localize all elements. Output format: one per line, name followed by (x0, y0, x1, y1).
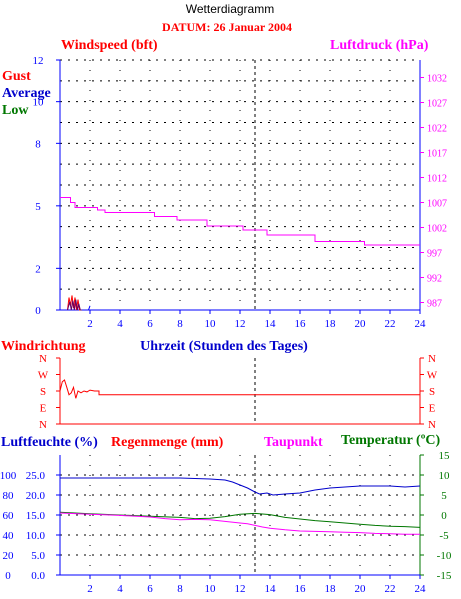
x-tick-label: 22 (385, 583, 396, 595)
y-left-tick-label: 0 (35, 305, 41, 317)
wd-tick-label-right: S (429, 386, 435, 398)
windspeed-label: Windspeed (bft) (61, 38, 158, 53)
y-right-tick-label: 997 (427, 249, 442, 260)
temp-tick-label: -10 (437, 550, 452, 562)
x-tick-label: 12 (235, 318, 246, 330)
x-tick-label: 20 (355, 583, 367, 595)
y-right-tick-label: 1017 (427, 149, 447, 160)
rain-tick-label: 25.0 (26, 470, 46, 482)
pressure-label: Luftdruck (hPa) (330, 38, 429, 53)
x-tick-label: 6 (147, 583, 153, 595)
x-tick-label: 8 (177, 583, 183, 595)
temp-tick-label: -15 (437, 570, 452, 582)
time-axis-label: Uhrzeit (Stunden des Tages) (140, 339, 308, 354)
temperature-label: Temperatur (ºC) (341, 433, 440, 448)
chart-date: DATUM: 26 Januar 2004 (162, 20, 292, 34)
humidity-tick-label: 80 (3, 490, 15, 502)
y-left-tick-label: 10 (33, 97, 45, 109)
x-tick-label: 2 (87, 583, 93, 595)
wd-tick-label-right: N (428, 353, 436, 365)
x-tick-label: 24 (415, 318, 427, 330)
wind-direction-panel: N NW WS SE EN N (38, 353, 438, 431)
rain-tick-label: 10.0 (26, 530, 46, 542)
dewpoint-label: Taupunkt (264, 435, 323, 450)
y-left-tick-label: 8 (35, 138, 41, 150)
wd-tick-label-left: N (39, 353, 47, 365)
y-right-tick-label: 1032 (427, 74, 447, 85)
y-right-tick-label: 1007 (427, 199, 447, 210)
wind-direction-label: Windrichtung (1, 339, 86, 354)
chart-title: Wetterdiagramm (186, 2, 274, 16)
y-left-tick-label: 2 (35, 263, 41, 275)
legend-average: Average (2, 86, 51, 101)
temp-tick-label: -5 (439, 530, 449, 542)
x-tick-label: 22 (385, 318, 396, 330)
rain-tick-label: 20.0 (26, 490, 46, 502)
humidity-tick-label: 20 (3, 550, 15, 562)
series-luftfeuchte- (60, 477, 421, 496)
x-tick-label: 14 (265, 583, 277, 595)
x-tick-label: 12 (235, 583, 246, 595)
x-tick-label: 18 (325, 318, 337, 330)
series-taupunkt (59, 512, 420, 535)
x-tick-label: 10 (205, 318, 217, 330)
x-tick-label: 20 (355, 318, 367, 330)
humidity-label: Luftfeuchte (%) (1, 435, 98, 450)
series-wind-direction (59, 379, 420, 399)
humidity-tick-label: 0 (5, 570, 11, 582)
wd-tick-label-left: S (40, 386, 46, 398)
humidity-tick-label: 40 (3, 530, 15, 542)
y-right-tick-label: 992 (427, 274, 442, 285)
wd-tick-label-right: N (428, 419, 436, 431)
y-left-tick-label: 5 (35, 201, 41, 213)
rain-tick-label: 5.0 (31, 550, 45, 562)
x-tick-label: 16 (295, 583, 307, 595)
y-right-tick-label: 1022 (427, 124, 447, 135)
series-luftdruck-hpa- (60, 197, 420, 246)
x-tick-label: 8 (177, 318, 183, 330)
y-right-tick-label: 1012 (427, 174, 447, 185)
y-right-tick-label: 1002 (427, 224, 447, 235)
x-tick-label: 16 (295, 318, 307, 330)
x-tick-label: 24 (415, 583, 427, 595)
x-tick-label: 10 (205, 583, 217, 595)
y-right-tick-label: 987 (427, 299, 442, 310)
x-tick-label: 2 (87, 318, 93, 330)
x-tick-label: 6 (147, 318, 153, 330)
temp-tick-label: 15 (439, 450, 451, 462)
wind-pressure-panel: 0258101298799299710021007101210171022102… (33, 55, 448, 330)
series-average (67, 299, 82, 311)
y-right-tick-label: 1027 (427, 99, 447, 110)
legend-gust: Gust (2, 69, 31, 84)
wd-tick-label-left: E (40, 403, 47, 415)
rain-tick-label: 0.0 (31, 570, 45, 582)
wd-tick-label-right: E (429, 403, 436, 415)
wd-tick-label-right: W (427, 370, 438, 382)
temp-tick-label: 5 (441, 490, 447, 502)
series-temperatur-c- (59, 511, 421, 528)
x-tick-label: 18 (325, 583, 337, 595)
rain-tick-label: 15.0 (26, 510, 46, 522)
rain-label: Regenmenge (mm) (111, 435, 224, 450)
temp-tick-label: 10 (439, 470, 451, 482)
humidity-tick-label: 100 (0, 470, 17, 482)
wd-tick-label-left: W (38, 370, 49, 382)
x-tick-label: 14 (265, 318, 277, 330)
humidity-tick-label: 60 (3, 510, 15, 522)
x-tick-label: 4 (117, 583, 123, 595)
y-left-tick-label: 12 (33, 55, 44, 67)
x-tick-label: 4 (117, 318, 123, 330)
humidity-temperature-panel: 0204060801000.05.010.015.020.025.0-15-10… (0, 450, 452, 595)
temp-tick-label: 0 (441, 510, 447, 522)
series-low (88, 305, 91, 311)
wd-tick-label-left: N (39, 419, 47, 431)
legend-low: Low (2, 103, 29, 118)
